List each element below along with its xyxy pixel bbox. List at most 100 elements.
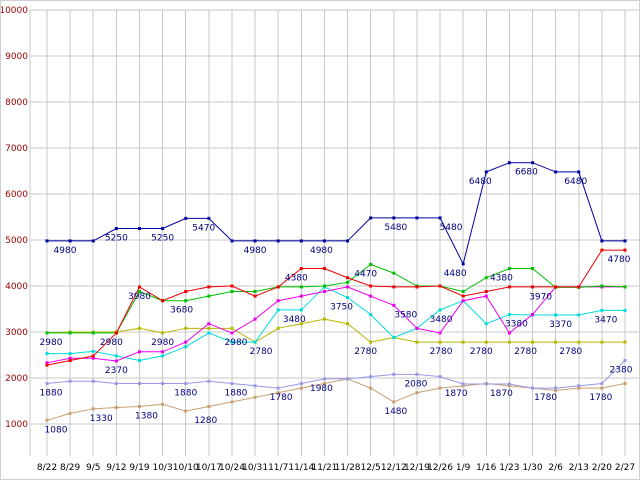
data-point: [91, 379, 95, 383]
x-tick-label: 2/20: [592, 463, 612, 473]
data-point: [461, 340, 465, 344]
data-point: [253, 290, 257, 294]
data-point: [415, 285, 419, 289]
data-point: [276, 391, 280, 395]
point-value-label: 1780: [589, 393, 612, 403]
data-point: [554, 170, 558, 174]
data-point: [531, 285, 535, 289]
data-point: [346, 276, 350, 280]
x-tick-label: 12/5: [361, 463, 381, 473]
point-value-label: 2370: [105, 366, 128, 376]
x-tick-label: 11/28: [335, 463, 361, 473]
data-point: [114, 359, 118, 363]
series-lavender: [45, 359, 627, 390]
data-point: [276, 299, 280, 303]
data-point: [369, 375, 373, 379]
data-point: [68, 356, 72, 360]
data-point: [114, 354, 118, 358]
data-point: [346, 377, 350, 381]
data-point: [137, 227, 141, 230]
data-point: [161, 331, 165, 335]
data-point: [392, 336, 396, 340]
point-value-label: 1880: [174, 389, 197, 399]
point-value-label: 3470: [594, 315, 617, 325]
data-point: [507, 382, 511, 386]
data-point: [45, 382, 49, 386]
x-tick-label: 11/7: [268, 463, 288, 473]
data-point: [369, 262, 373, 266]
data-point: [230, 331, 234, 335]
data-point: [531, 340, 535, 344]
data-point: [184, 345, 188, 349]
data-point: [68, 379, 72, 383]
data-point: [415, 372, 419, 376]
point-value-label: 3580: [394, 310, 417, 320]
x-tick-label: 8/22: [37, 463, 57, 473]
data-point: [346, 322, 350, 326]
point-value-label: 2080: [404, 379, 427, 389]
point-value-label: 1880: [40, 389, 63, 399]
data-point: [184, 409, 188, 413]
data-point: [137, 290, 141, 294]
y-tick-label: 5000: [5, 236, 28, 246]
data-point: [484, 322, 488, 326]
data-point: [45, 418, 49, 422]
data-point: [91, 354, 95, 358]
data-point: [623, 239, 627, 243]
x-tick-label: 12/19: [404, 463, 430, 473]
data-point: [623, 285, 627, 289]
x-tick-label: 10/17: [196, 463, 222, 473]
data-point: [299, 308, 303, 312]
data-point: [184, 382, 188, 386]
data-point: [392, 271, 396, 275]
point-value-label: 3370: [549, 320, 572, 330]
data-point: [45, 352, 49, 356]
y-tick-label: 1000: [5, 420, 28, 430]
point-value-label: 2980: [225, 338, 248, 348]
data-point: [184, 340, 188, 344]
data-point: [346, 296, 350, 299]
x-tick-label: 11/21: [311, 463, 337, 473]
data-point: [600, 382, 604, 386]
point-value-label: 4480: [444, 269, 467, 279]
x-tick-label: 2/13: [569, 463, 589, 473]
data-point: [276, 239, 280, 243]
data-point: [438, 284, 442, 288]
data-point: [161, 402, 165, 406]
x-axis-labels: 8/22 8/29 9/5 9/12 9/19 10/3 10/1010/1710/2410…: [37, 463, 635, 473]
data-point: [230, 326, 234, 330]
data-point: [507, 331, 511, 335]
data-point: [322, 377, 326, 381]
data-point: [207, 294, 211, 298]
point-value-label: 3980: [128, 292, 151, 302]
point-value-label: 1330: [90, 414, 113, 424]
data-point: [507, 285, 511, 289]
data-point: [322, 290, 326, 294]
data-point: [415, 326, 419, 330]
data-point: [369, 216, 373, 220]
data-point: [137, 359, 141, 363]
data-point: [623, 359, 627, 363]
data-point: [161, 354, 165, 358]
data-point: [230, 284, 234, 288]
x-tick-label: 12/12: [381, 463, 407, 473]
data-point: [68, 239, 72, 243]
data-point: [137, 350, 141, 354]
data-point: [207, 322, 211, 326]
data-point: [531, 267, 535, 271]
data-point: [253, 384, 257, 388]
data-point: [184, 216, 188, 220]
point-value-label: 1980: [310, 384, 333, 394]
data-point: [623, 382, 627, 386]
data-point: [91, 407, 95, 411]
data-point: [484, 276, 488, 280]
point-value-label: 1380: [135, 412, 158, 422]
x-tick-label: 10/31: [242, 463, 268, 473]
x-tick-label: 2/6: [548, 463, 563, 473]
data-point: [230, 382, 234, 386]
data-point: [45, 239, 49, 243]
data-point: [299, 382, 303, 386]
x-tick-label: 9/19: [129, 463, 149, 473]
data-point: [299, 294, 303, 298]
